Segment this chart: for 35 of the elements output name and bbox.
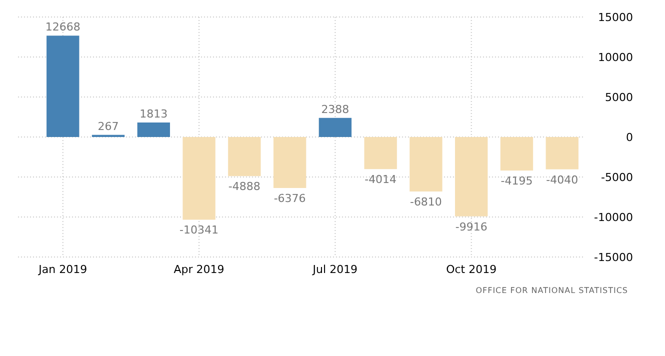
y-tick-label: 5000 — [605, 91, 633, 104]
data-label: 12668 — [45, 20, 80, 34]
data-label: -4040 — [546, 173, 578, 186]
bar — [364, 137, 397, 170]
bar — [318, 118, 352, 137]
y-tick-label: -5000 — [601, 171, 633, 184]
data-label: 2388 — [321, 102, 350, 116]
bar — [273, 137, 306, 188]
x-tick-label: Oct 2019 — [446, 263, 497, 276]
data-label: -4014 — [364, 173, 397, 186]
x-tick-label: Apr 2019 — [174, 263, 224, 276]
bar — [455, 137, 488, 216]
bar — [546, 137, 578, 170]
data-label: -6810 — [410, 195, 442, 208]
bar — [182, 137, 216, 220]
data-label: 1813 — [140, 107, 168, 120]
data-label: -9916 — [455, 220, 488, 234]
data-label: -6376 — [274, 192, 306, 206]
bar — [410, 137, 442, 192]
bar — [500, 137, 534, 171]
data-label: 267 — [98, 120, 119, 133]
x-tick-label: Jan 2019 — [38, 263, 88, 276]
data-label: -4888 — [228, 180, 260, 194]
data-label: -10341 — [180, 224, 219, 237]
y-tick-label: 10000 — [598, 51, 633, 64]
data-label: -4195 — [500, 174, 533, 188]
bar — [46, 36, 80, 137]
y-tick-label: -10000 — [594, 211, 633, 224]
y-tick-label: 0 — [626, 131, 633, 144]
y-tick-label: -15000 — [594, 251, 633, 264]
bar — [228, 137, 261, 176]
y-tick-label: 15000 — [598, 11, 633, 24]
text: OFFICE FOR NATIONAL STATISTICS — [476, 286, 628, 295]
bar — [137, 122, 170, 137]
x-tick-label: Jul 2019 — [312, 263, 358, 276]
